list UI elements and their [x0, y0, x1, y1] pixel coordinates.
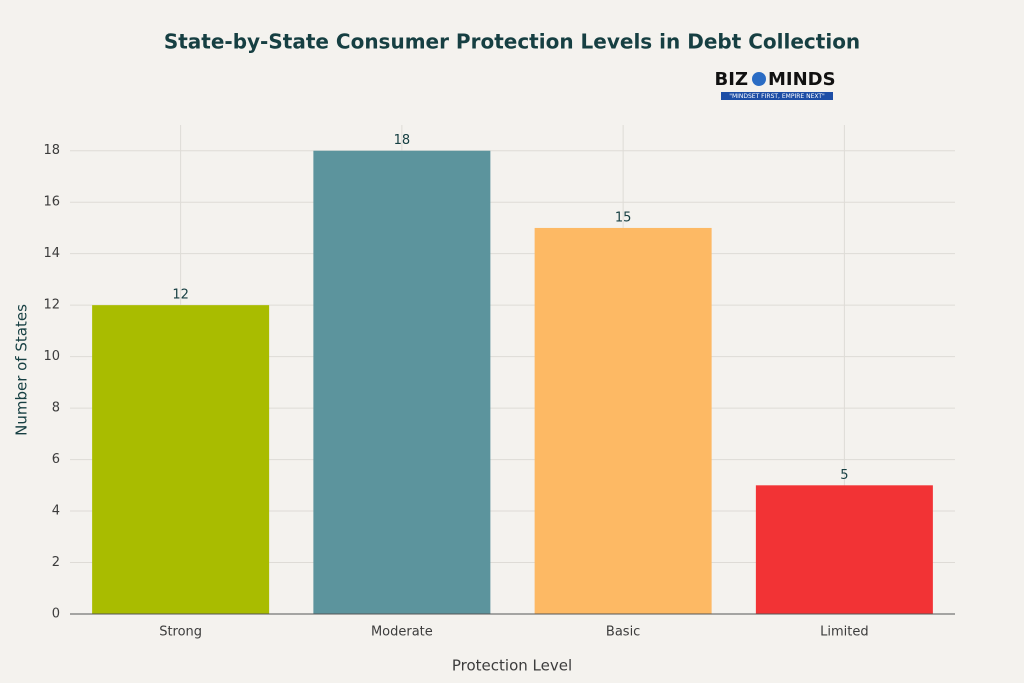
y-tick-label: 14 [43, 246, 60, 261]
logo-bar [721, 92, 833, 100]
data-label: 12 [172, 288, 189, 303]
y-tick-label: 2 [52, 555, 60, 570]
y-tick-label: 4 [52, 504, 60, 519]
bar [755, 485, 933, 614]
y-tick-label: 18 [43, 143, 60, 158]
data-label: 15 [615, 210, 632, 225]
x-axis-label: Protection Level [452, 657, 572, 675]
x-tick-label: Strong [159, 625, 202, 640]
x-tick-label: Basic [606, 625, 640, 640]
bar [313, 150, 491, 614]
x-tick-label: Moderate [371, 625, 433, 640]
logo-tagline: "MINDSET FIRST, EMPIRE NEXT" [729, 93, 825, 100]
y-tick-label: 6 [52, 452, 60, 467]
bar [92, 305, 270, 614]
data-label: 18 [394, 133, 411, 148]
logo-left: BIZ [715, 69, 748, 90]
y-tick-label: 10 [43, 349, 60, 364]
y-tick-label: 8 [52, 401, 60, 416]
logo: BIZ MINDS "MINDSET FIRST, EMPIRE NEXT" [715, 69, 836, 100]
logo-right: MINDS [768, 69, 836, 90]
x-tick-label: Limited [820, 625, 868, 640]
y-tick-label: 16 [43, 195, 60, 210]
data-label: 5 [840, 468, 848, 483]
y-axis-label: Number of States [13, 304, 31, 436]
y-tick-label: 12 [43, 298, 60, 313]
bar [534, 227, 712, 614]
y-tick-label: 0 [52, 607, 60, 622]
logo-icon [752, 72, 766, 86]
chart-title: State-by-State Consumer Protection Level… [164, 30, 860, 54]
